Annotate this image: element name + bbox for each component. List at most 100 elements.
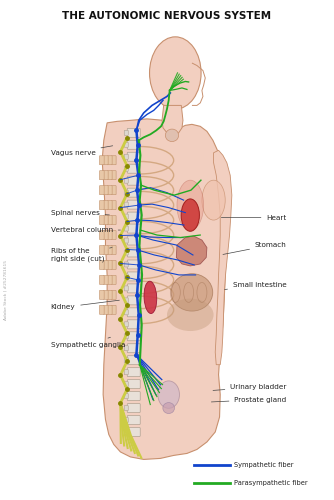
Polygon shape <box>102 119 228 460</box>
FancyBboxPatch shape <box>124 406 128 410</box>
FancyBboxPatch shape <box>127 284 140 293</box>
FancyBboxPatch shape <box>124 394 128 398</box>
Text: Vagus nerve: Vagus nerve <box>50 146 113 156</box>
FancyBboxPatch shape <box>124 214 128 219</box>
FancyBboxPatch shape <box>108 290 112 300</box>
FancyBboxPatch shape <box>100 230 104 239</box>
FancyBboxPatch shape <box>108 186 112 194</box>
Text: Vertebral column: Vertebral column <box>50 227 121 233</box>
FancyBboxPatch shape <box>104 170 108 179</box>
FancyBboxPatch shape <box>104 156 108 164</box>
FancyBboxPatch shape <box>100 186 104 194</box>
FancyBboxPatch shape <box>127 428 140 436</box>
Ellipse shape <box>171 274 213 311</box>
Text: Sympathetic fiber: Sympathetic fiber <box>233 462 293 468</box>
Text: Prostate gland: Prostate gland <box>211 396 287 402</box>
FancyBboxPatch shape <box>127 128 140 138</box>
FancyBboxPatch shape <box>127 152 140 161</box>
FancyBboxPatch shape <box>127 368 140 376</box>
Ellipse shape <box>165 129 179 141</box>
FancyBboxPatch shape <box>108 216 112 224</box>
Ellipse shape <box>167 298 213 331</box>
Ellipse shape <box>144 281 157 314</box>
FancyBboxPatch shape <box>100 216 104 224</box>
FancyBboxPatch shape <box>104 246 108 254</box>
FancyBboxPatch shape <box>100 276 104 284</box>
FancyBboxPatch shape <box>108 260 112 270</box>
FancyBboxPatch shape <box>127 140 140 149</box>
FancyBboxPatch shape <box>127 392 140 400</box>
Text: Stomach: Stomach <box>223 242 287 254</box>
FancyBboxPatch shape <box>112 260 116 270</box>
FancyBboxPatch shape <box>104 186 108 194</box>
FancyBboxPatch shape <box>124 262 128 267</box>
Text: THE AUTONOMIC NERVOUS SYSTEM: THE AUTONOMIC NERVOUS SYSTEM <box>62 10 272 20</box>
FancyBboxPatch shape <box>124 322 128 327</box>
FancyBboxPatch shape <box>100 260 104 270</box>
Polygon shape <box>176 236 207 266</box>
Text: Kidney: Kidney <box>50 300 119 310</box>
Text: Urinary bladder: Urinary bladder <box>213 384 287 390</box>
Text: Small intestine: Small intestine <box>225 282 287 290</box>
FancyBboxPatch shape <box>127 200 140 209</box>
Text: Ribs of the
right side (cut): Ribs of the right side (cut) <box>50 248 112 262</box>
FancyBboxPatch shape <box>124 274 128 279</box>
FancyBboxPatch shape <box>108 200 112 209</box>
Text: Spinal nerves: Spinal nerves <box>50 210 109 216</box>
Ellipse shape <box>177 180 204 230</box>
FancyBboxPatch shape <box>104 290 108 300</box>
FancyBboxPatch shape <box>112 290 116 300</box>
Ellipse shape <box>181 199 199 232</box>
FancyBboxPatch shape <box>104 230 108 239</box>
FancyBboxPatch shape <box>124 310 128 315</box>
FancyBboxPatch shape <box>124 382 128 386</box>
FancyBboxPatch shape <box>112 186 116 194</box>
Ellipse shape <box>202 180 225 220</box>
FancyBboxPatch shape <box>124 298 128 303</box>
Ellipse shape <box>158 381 179 408</box>
FancyBboxPatch shape <box>124 370 128 374</box>
FancyBboxPatch shape <box>108 230 112 239</box>
FancyBboxPatch shape <box>124 154 128 160</box>
FancyBboxPatch shape <box>124 190 128 195</box>
Text: Adobe Stock | #252781615: Adobe Stock | #252781615 <box>3 260 7 320</box>
FancyBboxPatch shape <box>124 130 128 136</box>
FancyBboxPatch shape <box>124 286 128 291</box>
FancyBboxPatch shape <box>127 296 140 305</box>
FancyBboxPatch shape <box>127 212 140 221</box>
Text: Heart: Heart <box>221 214 287 220</box>
FancyBboxPatch shape <box>124 178 128 183</box>
FancyBboxPatch shape <box>104 200 108 209</box>
FancyBboxPatch shape <box>127 308 140 317</box>
FancyBboxPatch shape <box>100 170 104 179</box>
FancyBboxPatch shape <box>127 260 140 269</box>
FancyBboxPatch shape <box>124 166 128 171</box>
FancyBboxPatch shape <box>124 238 128 243</box>
FancyBboxPatch shape <box>108 156 112 164</box>
FancyBboxPatch shape <box>100 246 104 254</box>
FancyBboxPatch shape <box>127 332 140 340</box>
FancyBboxPatch shape <box>127 272 140 281</box>
FancyBboxPatch shape <box>124 250 128 255</box>
Ellipse shape <box>150 37 201 109</box>
FancyBboxPatch shape <box>124 142 128 148</box>
Ellipse shape <box>163 402 174 413</box>
FancyBboxPatch shape <box>108 170 112 179</box>
FancyBboxPatch shape <box>124 418 128 422</box>
FancyBboxPatch shape <box>112 230 116 239</box>
FancyBboxPatch shape <box>127 416 140 424</box>
Polygon shape <box>162 106 183 136</box>
FancyBboxPatch shape <box>127 236 140 245</box>
FancyBboxPatch shape <box>108 246 112 254</box>
FancyBboxPatch shape <box>100 200 104 209</box>
FancyBboxPatch shape <box>104 306 108 314</box>
FancyBboxPatch shape <box>124 226 128 231</box>
FancyBboxPatch shape <box>112 246 116 254</box>
FancyBboxPatch shape <box>127 176 140 185</box>
FancyBboxPatch shape <box>127 380 140 388</box>
FancyBboxPatch shape <box>108 306 112 314</box>
FancyBboxPatch shape <box>127 188 140 197</box>
FancyBboxPatch shape <box>112 156 116 164</box>
FancyBboxPatch shape <box>127 320 140 329</box>
FancyBboxPatch shape <box>100 156 104 164</box>
